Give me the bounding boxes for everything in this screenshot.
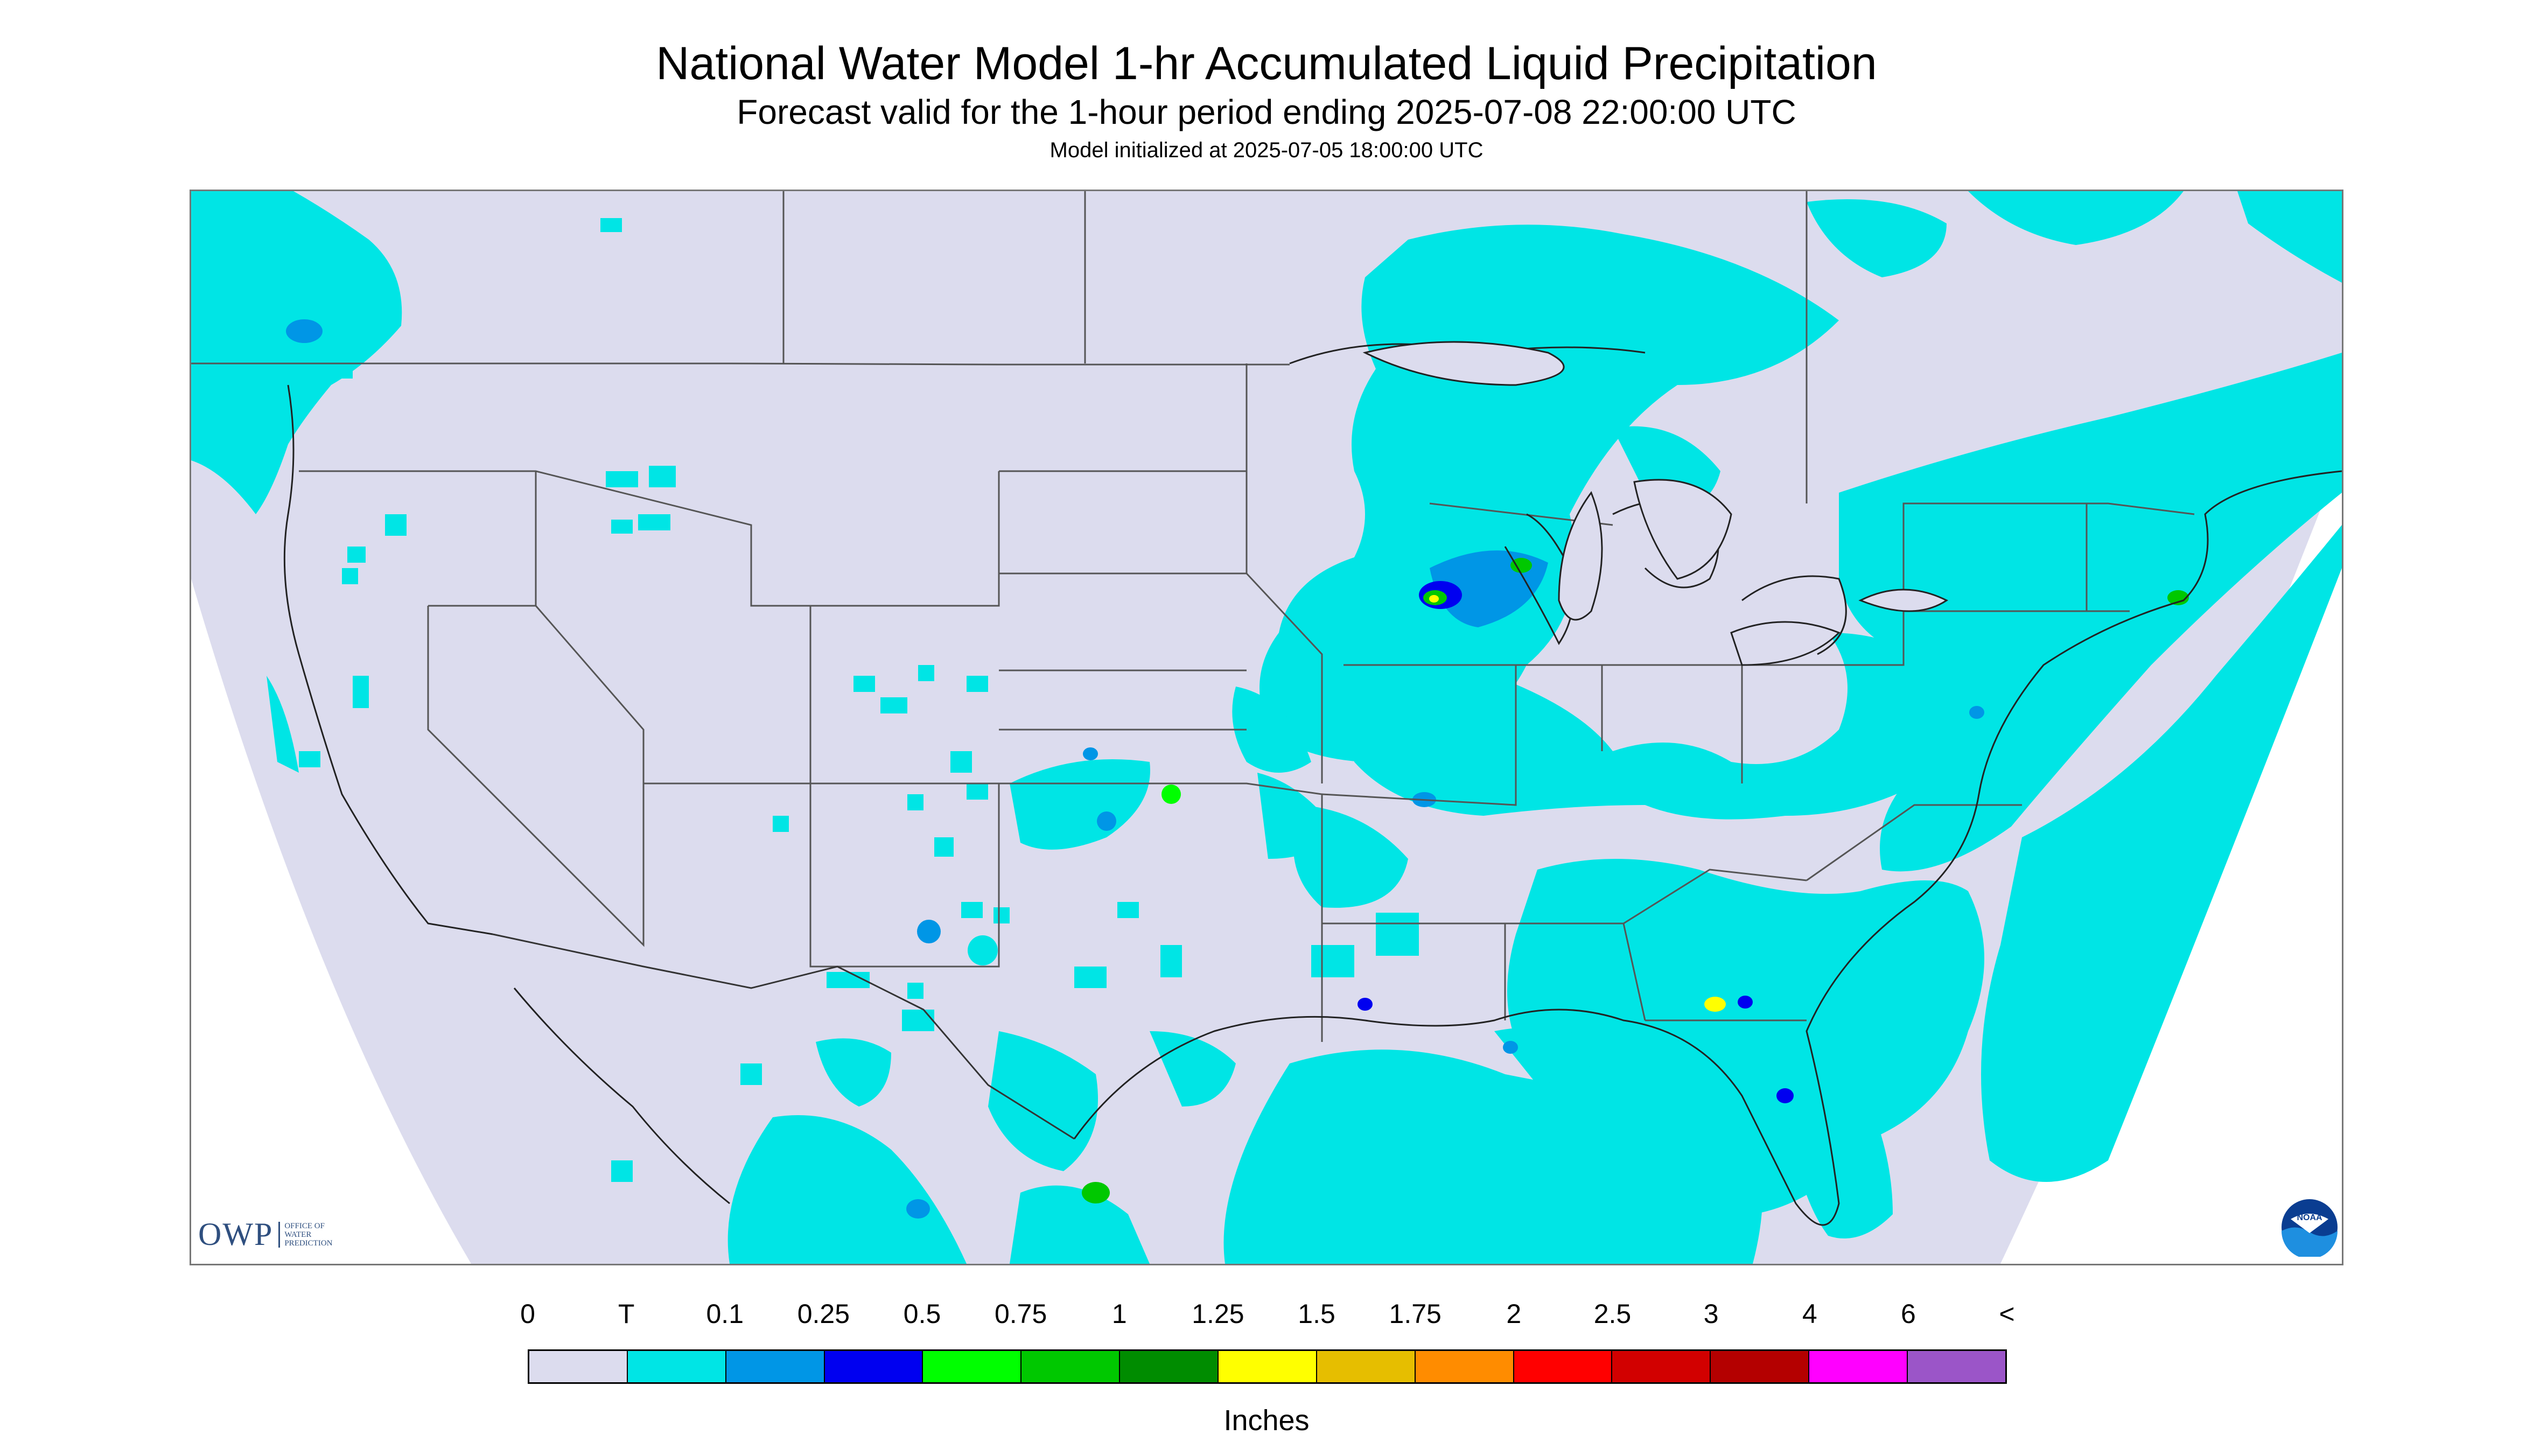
legend-label: 6 [1900,1299,1916,1329]
legend-swatch [1120,1351,1219,1382]
legend-label: 0.25 [797,1299,850,1329]
owp-logo-text: OWP [198,1216,274,1252]
legend-color-bar [528,1349,2007,1384]
legend-label: 0.1 [706,1299,744,1329]
precip-gulf-of-mexico [1223,1027,1762,1264]
precip-mexico [611,1063,1150,1264]
precip-mexico-cell [906,1199,930,1219]
legend-label: T [618,1299,635,1329]
owp-subtext-line: OFFICE OF [284,1221,325,1230]
legend-label: 3 [1703,1299,1719,1329]
legend-label: 2 [1506,1299,1522,1329]
precip-ok-core [1161,785,1181,804]
map-title: National Water Model 1-hr Accumulated Li… [656,38,1877,89]
precip-georgia-core [1704,997,1726,1012]
precip-louisiana-cell [1358,998,1373,1011]
model-initialized-text: Model initialized at 2025-07-05 18:00:00… [1049,138,1484,162]
map-subtitle: Forecast valid for the 1-hour period end… [737,93,1796,131]
legend-swatch [1514,1351,1613,1382]
legend-swatch [1612,1351,1711,1382]
noaa-logo-text: NOAA [2297,1213,2322,1222]
legend-labels: 0 T 0.1 0.25 0.5 0.75 1 1.25 1.5 1.75 2 2.5 3 4 6 < [0,1298,2533,1335]
noaa-emblem-icon: NOAA [2282,1199,2338,1259]
precip-mexico-core [1082,1182,1110,1203]
legend-swatch [1809,1351,1908,1382]
precip-wisconsin-core2 [1510,558,1532,573]
owp-subtext-line: WATER [284,1230,312,1239]
legend-swatch [529,1351,628,1382]
precip-pnw-core [286,319,323,343]
precip-alabama-cell [1503,1041,1518,1054]
owp-logo-subtext: OFFICE OF WATER PREDICTION [278,1221,333,1248]
legend-label: 0 [520,1299,535,1329]
legend-label: 4 [1802,1299,1817,1329]
lakes [1362,341,1948,666]
legend-label: 0.5 [903,1299,941,1329]
owp-subtext-line: PREDICTION [284,1238,333,1248]
precip-ok-cell [1097,811,1116,831]
legend-swatch [1908,1351,2005,1382]
legend-swatch [923,1351,1022,1382]
legend-units: Inches [1223,1404,1310,1437]
us-mexico-border [492,933,1075,1140]
legend-swatch [1021,1351,1121,1382]
map-canvas [191,191,2342,1264]
precip-nm-cell [968,935,998,965]
legend-swatch [1219,1351,1317,1382]
precip-northern-rockies [600,218,1010,999]
precip-nm-core [917,920,941,943]
precip-northeast [1839,191,2342,872]
legend-swatch [1317,1351,1416,1382]
legend-label: 1 [1111,1299,1127,1329]
legend-label: 0.75 [994,1299,1047,1329]
legend-label: < [1999,1299,2015,1329]
precip-florida-cell [1776,1088,1794,1103]
precipitation-map [190,190,2343,1265]
legend-swatch [627,1351,726,1382]
legend-swatch [824,1351,923,1382]
noaa-logo: NOAA [2280,1198,2339,1259]
precip-maine-core [2167,590,2189,605]
legend-swatch [726,1351,825,1382]
precip-pacific-northwest [191,191,407,773]
precip-pa-cell [1969,706,1984,719]
precip-wisconsin-max [1429,595,1439,603]
precip-southeast-atlantic [1507,525,2342,1238]
owp-logo: OWP OFFICE OF WATER PREDICTION [198,1216,333,1253]
precip-georgia-cell [1738,996,1753,1009]
legend-label: 1.5 [1298,1299,1335,1329]
legend-swatch [1711,1351,1810,1382]
precip-ks-cell [1083,747,1098,760]
legend-label: 2.5 [1593,1299,1632,1329]
legend-label: 1.75 [1389,1299,1442,1329]
legend-swatch [1415,1351,1514,1382]
legend-label: 1.25 [1192,1299,1244,1329]
